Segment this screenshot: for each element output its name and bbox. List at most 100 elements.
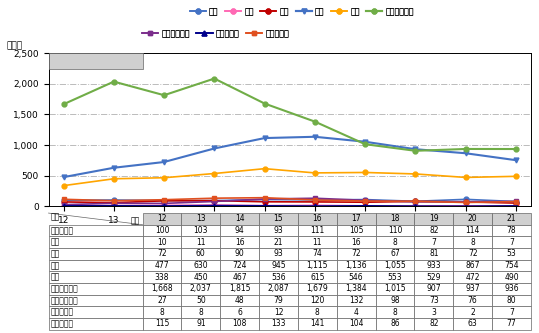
Bar [220, 248, 259, 260]
Bar [376, 248, 414, 260]
Bar [337, 213, 376, 225]
Text: 7: 7 [509, 308, 514, 317]
Text: 100: 100 [155, 226, 169, 235]
傷害 [412, 172, 419, 176]
Text: 108: 108 [232, 319, 247, 328]
Text: 754: 754 [504, 261, 519, 270]
Bar [220, 260, 259, 271]
Bar [376, 271, 414, 283]
Text: 13: 13 [196, 214, 206, 223]
Bar [492, 306, 531, 318]
公然わいせつ [161, 201, 167, 205]
Bar [298, 225, 337, 236]
Text: 91: 91 [196, 319, 206, 328]
Text: 111: 111 [310, 226, 324, 235]
Bar [182, 306, 220, 318]
Text: 1,815: 1,815 [229, 284, 251, 293]
逮捕・監禁 [261, 204, 268, 208]
Text: 7: 7 [509, 238, 514, 247]
Bar [182, 295, 220, 306]
Line: 強盗: 強盗 [61, 202, 519, 208]
Bar [298, 236, 337, 248]
Text: 21: 21 [507, 214, 516, 223]
Text: 73: 73 [429, 296, 439, 305]
Bar [182, 260, 220, 271]
Text: 338: 338 [155, 273, 169, 282]
Text: 略取・誘拐: 略取・誘拐 [51, 319, 74, 328]
Text: 615: 615 [310, 273, 324, 282]
Text: 8: 8 [471, 238, 475, 247]
Bar [337, 306, 376, 318]
Text: 104: 104 [349, 319, 363, 328]
Text: 14: 14 [235, 214, 245, 223]
Text: 81: 81 [429, 249, 439, 258]
Bar [492, 271, 531, 283]
強姦 [261, 200, 268, 204]
Bar [337, 248, 376, 260]
Bar [414, 248, 453, 260]
Bar [414, 225, 453, 236]
傷害 [60, 183, 67, 187]
Text: 76: 76 [468, 296, 478, 305]
Bar [49, 53, 143, 69]
Bar [259, 225, 298, 236]
Legend: 公然わいせつ, 逮捕・監禁, 略取・誘拐: 公然わいせつ, 逮捕・監禁, 略取・誘拐 [139, 26, 292, 41]
略取・誘拐 [60, 197, 67, 201]
Bar [298, 271, 337, 283]
Text: 15: 15 [274, 214, 284, 223]
暴行 [412, 147, 419, 151]
強盗 [211, 203, 218, 207]
Text: 20: 20 [468, 214, 478, 223]
Text: 19: 19 [429, 214, 439, 223]
強姦 [211, 198, 218, 202]
強盗 [513, 204, 519, 208]
Line: 殺人: 殺人 [61, 197, 519, 204]
Bar [376, 318, 414, 330]
Text: 7: 7 [431, 238, 436, 247]
Text: 79: 79 [274, 296, 284, 305]
強姦 [60, 200, 67, 204]
暴行 [312, 135, 318, 139]
Text: 141: 141 [310, 319, 324, 328]
逮捕・監禁 [312, 204, 318, 208]
Text: 63: 63 [468, 319, 478, 328]
強制わいせつ [412, 149, 419, 153]
強制わいせつ [110, 80, 117, 84]
Bar [143, 213, 182, 225]
Text: 450: 450 [194, 273, 208, 282]
強姦 [110, 201, 117, 205]
Text: 強盗: 強盗 [51, 238, 60, 247]
公然わいせつ [312, 196, 318, 200]
Bar [143, 260, 182, 271]
傷害 [312, 171, 318, 175]
強制わいせつ [211, 77, 218, 81]
略取・誘拐 [462, 200, 469, 204]
Bar [49, 236, 143, 248]
Bar [414, 213, 453, 225]
Text: 90: 90 [235, 249, 245, 258]
Line: 強制わいせつ: 強制わいせつ [61, 76, 519, 153]
Bar [337, 318, 376, 330]
Line: 傷害: 傷害 [61, 166, 519, 188]
Text: 114: 114 [466, 226, 480, 235]
逮捕・監禁 [513, 204, 519, 208]
Bar [337, 236, 376, 248]
Bar [376, 236, 414, 248]
強盗 [110, 204, 117, 208]
Text: 72: 72 [351, 249, 361, 258]
強制わいせつ [362, 142, 368, 146]
強姦 [513, 201, 519, 205]
殺人 [110, 198, 117, 202]
強制わいせつ [60, 102, 67, 106]
Text: 553: 553 [388, 273, 402, 282]
Text: 10: 10 [157, 238, 167, 247]
Bar [49, 248, 143, 260]
公然わいせつ [261, 197, 268, 201]
Bar [376, 306, 414, 318]
Text: 1,055: 1,055 [384, 261, 406, 270]
Text: 477: 477 [155, 261, 169, 270]
略取・誘拐 [312, 198, 318, 202]
Text: 6: 6 [237, 308, 242, 317]
Line: 暴行: 暴行 [61, 134, 519, 179]
Bar [220, 306, 259, 318]
